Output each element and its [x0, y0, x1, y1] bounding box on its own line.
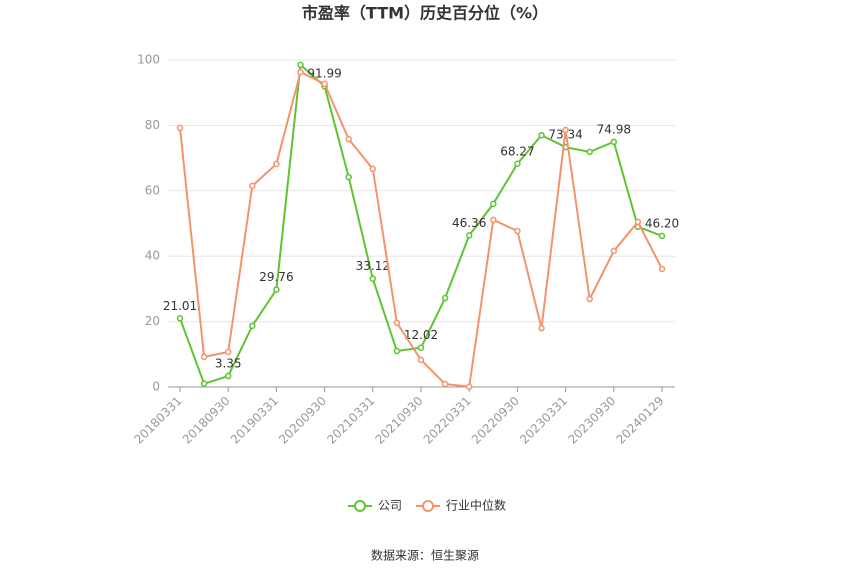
- y-tick-label: 60: [145, 183, 160, 197]
- x-tick-label: 20220331: [421, 394, 474, 447]
- point: [297, 68, 304, 76]
- point: [465, 232, 473, 239]
- point: [610, 138, 618, 146]
- point: [586, 148, 593, 156]
- point: [273, 160, 280, 168]
- point: [634, 218, 642, 226]
- point: [658, 232, 666, 240]
- data-label: 33.12: [356, 259, 390, 273]
- x-tick-label: 20200930: [276, 394, 329, 447]
- legend-marker: [422, 500, 434, 512]
- point: [441, 380, 449, 388]
- y-tick-label: 0: [152, 380, 160, 394]
- y-tick-label: 20: [145, 314, 160, 328]
- x-tick-label: 20230930: [565, 394, 618, 447]
- x-tick-label: 20210331: [324, 394, 377, 447]
- data-label: 12.02: [404, 328, 438, 342]
- legend-label: 公司: [378, 499, 402, 513]
- x-tick-label: 20180930: [180, 394, 233, 447]
- source: 数据来源：恒生聚源: [371, 548, 479, 563]
- point: [200, 353, 208, 361]
- point: [514, 227, 521, 235]
- point: [224, 348, 232, 356]
- point: [658, 265, 666, 273]
- point: [249, 182, 256, 190]
- x-tick-label: 20180331: [132, 394, 185, 447]
- point: [393, 319, 401, 327]
- x-tick-label: 20190331: [228, 394, 281, 447]
- point: [490, 216, 497, 224]
- chart-title: 市盈率（TTM）历史百分位（%）: [302, 4, 548, 23]
- y-tick-label: 40: [145, 249, 160, 263]
- point: [345, 173, 352, 181]
- point: [562, 126, 569, 134]
- point: [610, 247, 618, 255]
- data-label: 46.36: [452, 216, 486, 230]
- x-tick-label: 20210930: [373, 394, 426, 447]
- point: [465, 383, 473, 390]
- data-label: 21.01: [163, 299, 197, 313]
- x-tick-label: 20220930: [469, 394, 522, 447]
- data-label: 46.20: [645, 216, 679, 230]
- point: [417, 344, 425, 351]
- y-tick-label: 80: [145, 118, 160, 132]
- data-label: 74.98: [597, 122, 631, 136]
- point: [441, 294, 449, 302]
- point: [586, 295, 593, 303]
- point: [249, 322, 256, 330]
- point: [393, 347, 401, 355]
- y-tick-label: 100: [137, 53, 160, 67]
- x-tick-label: 20230331: [517, 394, 570, 447]
- point: [538, 324, 545, 332]
- point: [273, 286, 280, 293]
- point: [345, 135, 352, 143]
- point: [369, 275, 377, 282]
- x-tick-label: 20240129: [614, 394, 667, 447]
- point: [321, 80, 328, 88]
- data-label: 91.99: [307, 67, 341, 81]
- point: [176, 124, 184, 132]
- point: [538, 131, 545, 139]
- legend-label: 行业中位数: [446, 498, 506, 513]
- point: [200, 380, 208, 387]
- data-label: 68.27: [500, 144, 534, 158]
- data-label: 3.35: [215, 357, 242, 371]
- point: [417, 356, 425, 364]
- point: [224, 372, 232, 380]
- legend-marker: [354, 500, 366, 512]
- point: [490, 200, 497, 208]
- data-label: 29.76: [259, 270, 293, 284]
- point: [369, 165, 377, 173]
- point: [176, 315, 184, 322]
- point: [514, 160, 521, 168]
- point: [297, 61, 304, 69]
